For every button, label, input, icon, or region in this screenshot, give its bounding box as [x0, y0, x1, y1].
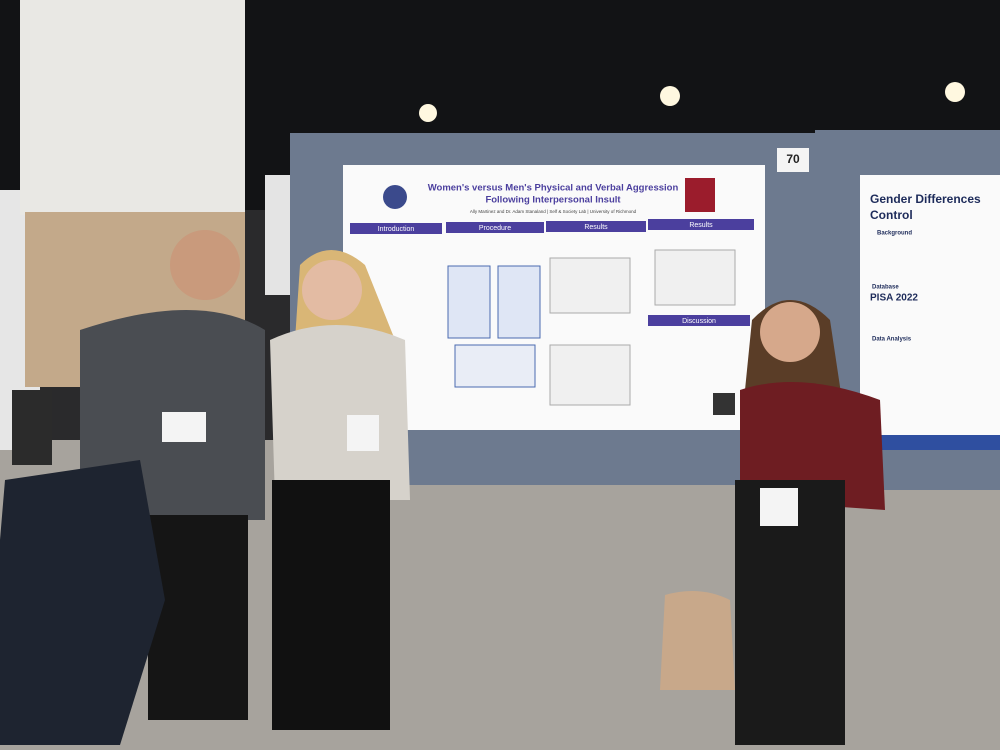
- badge: [347, 415, 379, 451]
- section-bar: [648, 315, 750, 326]
- section-header: Background: [877, 231, 912, 237]
- blouse: [740, 382, 885, 510]
- ceiling-light: [660, 86, 680, 106]
- ceiling-light: [419, 104, 437, 122]
- poster: [860, 175, 1000, 450]
- poster-subtitle: Following Interpersonal Insult: [485, 195, 621, 206]
- diagram-box: [497, 265, 541, 339]
- jacket: [0, 460, 165, 745]
- diagram-box: [447, 265, 491, 339]
- pants: [272, 480, 390, 730]
- poster-authors: Ally Martinez and Dr. Adam Stanaland | S…: [470, 209, 637, 214]
- section-header: Results: [584, 224, 608, 231]
- trash-bin: [12, 390, 52, 465]
- head: [760, 302, 820, 362]
- result-plot: [654, 249, 736, 306]
- badge: [760, 488, 798, 526]
- poster-title: Gender Differences: [870, 192, 981, 206]
- section-header: Discussion: [682, 318, 716, 325]
- section-bar: [446, 222, 544, 233]
- pillar: [20, 0, 245, 215]
- board-number-tag: [777, 148, 809, 172]
- qr-code: [713, 393, 735, 415]
- pants: [148, 515, 248, 720]
- university-crest: [685, 178, 715, 212]
- badge: [162, 412, 206, 442]
- section-bar: [546, 221, 646, 232]
- section-header: Procedure: [479, 225, 511, 232]
- section-header: Results: [689, 222, 713, 229]
- board-number: 70: [786, 152, 800, 166]
- section-bar: [648, 219, 754, 230]
- person-middle: [270, 250, 410, 730]
- section-header: Introduction: [378, 226, 415, 233]
- person-left: [0, 230, 265, 745]
- jacket: [270, 325, 410, 500]
- lab-logo: [383, 185, 407, 209]
- section-header: Data Analysis: [872, 337, 912, 343]
- head: [170, 230, 240, 300]
- database-name: PISA 2022: [870, 293, 918, 304]
- ceiling-light: [945, 82, 965, 102]
- section-bar: [350, 223, 442, 234]
- coat-on-floor: [660, 591, 735, 690]
- poster-footer: [860, 435, 1000, 450]
- section-header: Database: [872, 285, 899, 291]
- diagram-box: [454, 344, 536, 388]
- poster-title: Control: [870, 208, 913, 222]
- poster-title: Women's versus Men's Physical and Verbal…: [428, 183, 679, 194]
- result-plot: [549, 257, 631, 314]
- result-plot: [549, 344, 631, 406]
- head: [302, 260, 362, 320]
- person-right: [735, 300, 885, 745]
